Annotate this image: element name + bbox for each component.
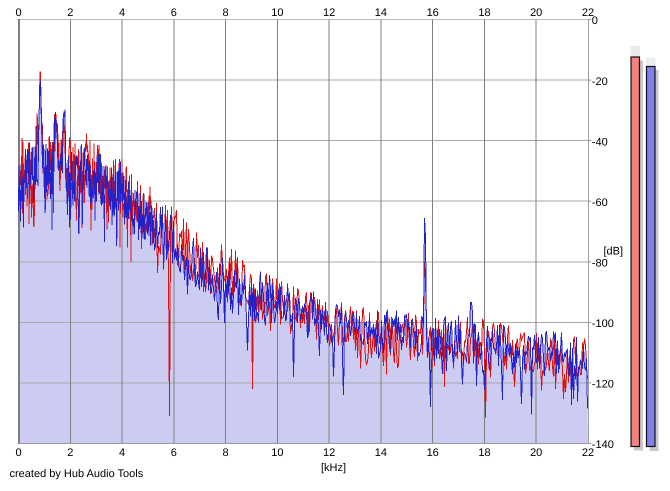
svg-text:22: 22 (582, 447, 594, 459)
svg-text:6: 6 (171, 447, 177, 459)
svg-text:16: 16 (427, 447, 439, 459)
svg-text:18: 18 (478, 7, 490, 19)
svg-text:0: 0 (15, 447, 21, 459)
svg-text:2: 2 (67, 7, 73, 19)
svg-text:18: 18 (478, 447, 490, 459)
svg-text:10: 10 (271, 7, 283, 19)
svg-text:8: 8 (223, 447, 229, 459)
svg-text:22: 22 (582, 7, 594, 19)
svg-text:-80: -80 (592, 258, 608, 270)
svg-text:12: 12 (323, 447, 335, 459)
svg-text:8: 8 (223, 7, 229, 19)
svg-text:-120: -120 (592, 379, 614, 391)
svg-text:10: 10 (271, 447, 283, 459)
svg-text:-140: -140 (592, 439, 614, 451)
svg-text:created by Hub Audio Tools: created by Hub Audio Tools (10, 468, 144, 480)
svg-text:2: 2 (67, 447, 73, 459)
svg-text:20: 20 (530, 447, 542, 459)
svg-text:16: 16 (427, 7, 439, 19)
svg-text:-20: -20 (592, 76, 608, 88)
svg-text:0: 0 (15, 7, 21, 19)
svg-text:0: 0 (592, 15, 598, 27)
svg-text:[dB]: [dB] (604, 246, 624, 258)
svg-text:[kHz]: [kHz] (321, 462, 346, 474)
svg-text:6: 6 (171, 7, 177, 19)
svg-text:20: 20 (530, 7, 542, 19)
svg-text:-60: -60 (592, 197, 608, 209)
svg-text:4: 4 (119, 447, 125, 459)
svg-text:-40: -40 (592, 136, 608, 148)
svg-text:4: 4 (119, 7, 125, 19)
svg-text:14: 14 (375, 7, 387, 19)
svg-text:-100: -100 (592, 318, 614, 330)
svg-text:12: 12 (323, 7, 335, 19)
svg-text:14: 14 (375, 447, 387, 459)
